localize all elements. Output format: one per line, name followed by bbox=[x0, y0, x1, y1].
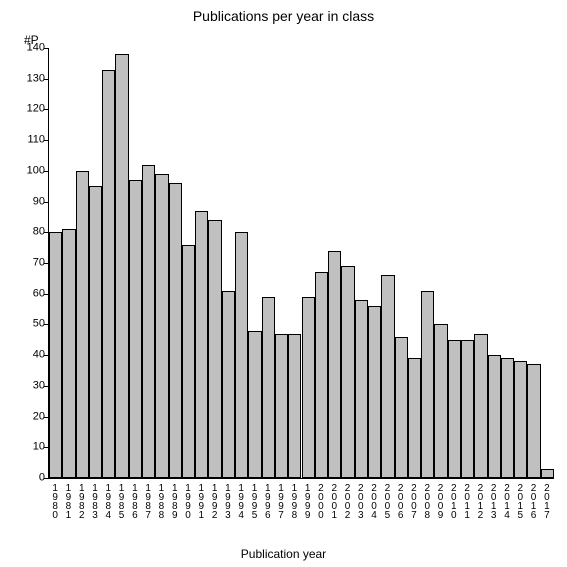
bar bbox=[395, 337, 408, 478]
x-tick-label: 2000 bbox=[315, 483, 325, 519]
x-tick-label: 1985 bbox=[116, 483, 126, 519]
bar bbox=[102, 70, 115, 479]
bar bbox=[275, 334, 288, 478]
x-tick-label: 1995 bbox=[249, 483, 259, 519]
bar bbox=[89, 186, 102, 478]
bar bbox=[355, 300, 368, 478]
bar bbox=[182, 245, 195, 478]
bar bbox=[341, 266, 354, 478]
x-tick-label: 1991 bbox=[196, 483, 206, 519]
x-tick-label: 2010 bbox=[448, 483, 458, 519]
x-tick-label: 2012 bbox=[475, 483, 485, 519]
bar bbox=[408, 358, 421, 478]
x-tick-label: 2003 bbox=[355, 483, 365, 519]
bar bbox=[461, 340, 474, 478]
bar bbox=[62, 229, 75, 478]
bar bbox=[474, 334, 487, 478]
x-tick-label: 2017 bbox=[541, 483, 551, 519]
bar bbox=[288, 334, 301, 478]
y-tick-label: 120 bbox=[23, 104, 45, 115]
x-tick-label: 2008 bbox=[422, 483, 432, 519]
y-tick-label: 0 bbox=[23, 473, 45, 484]
x-tick-label: 1993 bbox=[222, 483, 232, 519]
x-tick-label: 1998 bbox=[289, 483, 299, 519]
bar bbox=[129, 180, 142, 478]
bar bbox=[262, 297, 275, 478]
y-tick-label: 20 bbox=[23, 411, 45, 422]
y-tick-label: 100 bbox=[23, 165, 45, 176]
y-tick-label: 90 bbox=[23, 196, 45, 207]
bar bbox=[527, 364, 540, 478]
bar bbox=[302, 297, 315, 478]
x-tick-label: 2002 bbox=[342, 483, 352, 519]
y-tick-label: 30 bbox=[23, 380, 45, 391]
bar bbox=[76, 171, 89, 478]
bar bbox=[155, 174, 168, 478]
x-tick-label: 1982 bbox=[76, 483, 86, 519]
bar bbox=[421, 291, 434, 478]
bar bbox=[328, 251, 341, 478]
bar bbox=[368, 306, 381, 478]
bar bbox=[169, 183, 182, 478]
y-tick-label: 10 bbox=[23, 442, 45, 453]
x-tick-label: 1996 bbox=[262, 483, 272, 519]
bar bbox=[448, 340, 461, 478]
y-tick-label: 70 bbox=[23, 258, 45, 269]
bar bbox=[381, 275, 394, 478]
x-tick-label: 1984 bbox=[103, 483, 113, 519]
bar bbox=[434, 324, 447, 478]
x-tick-label: 2001 bbox=[329, 483, 339, 519]
bar bbox=[315, 272, 328, 478]
x-tick-label: 1983 bbox=[90, 483, 100, 519]
x-tick-label: 2005 bbox=[382, 483, 392, 519]
x-tick-label: 2006 bbox=[395, 483, 405, 519]
x-tick-label: 1987 bbox=[143, 483, 153, 519]
y-tick-label: 40 bbox=[23, 350, 45, 361]
bar bbox=[208, 220, 221, 478]
x-tick-label: 2007 bbox=[408, 483, 418, 519]
bar bbox=[514, 361, 527, 478]
bar bbox=[222, 291, 235, 478]
chart-title: Publications per year in class bbox=[0, 8, 567, 24]
y-tick-label: 60 bbox=[23, 288, 45, 299]
bar bbox=[142, 165, 155, 478]
x-tick-label: 1988 bbox=[156, 483, 166, 519]
x-tick-label: 1992 bbox=[209, 483, 219, 519]
x-tick-label: 2014 bbox=[501, 483, 511, 519]
plot-area bbox=[48, 48, 554, 479]
bar bbox=[115, 54, 128, 478]
x-tick-label: 2016 bbox=[528, 483, 538, 519]
x-tick-label: 1990 bbox=[183, 483, 193, 519]
x-tick-label: 2015 bbox=[515, 483, 525, 519]
x-tick-label: 2013 bbox=[488, 483, 498, 519]
x-tick-label: 1997 bbox=[276, 483, 286, 519]
bar bbox=[501, 358, 514, 478]
bar bbox=[49, 232, 62, 478]
x-tick-label: 1994 bbox=[236, 483, 246, 519]
x-axis-label: Publication year bbox=[0, 547, 567, 561]
x-tick-label: 1980 bbox=[50, 483, 60, 519]
x-tick-label: 1986 bbox=[129, 483, 139, 519]
bar bbox=[235, 232, 248, 478]
bar bbox=[248, 331, 261, 478]
x-tick-label: 2009 bbox=[435, 483, 445, 519]
y-tick-label: 50 bbox=[23, 319, 45, 330]
x-tick-label: 2011 bbox=[462, 483, 472, 519]
x-tick-label: 2004 bbox=[369, 483, 379, 519]
bar bbox=[195, 211, 208, 478]
x-tick-label: 1989 bbox=[169, 483, 179, 519]
y-tick-label: 140 bbox=[23, 43, 45, 54]
y-tick-label: 130 bbox=[23, 73, 45, 84]
chart-container: Publications per year in class #P Public… bbox=[0, 0, 567, 567]
bar bbox=[488, 355, 501, 478]
y-tick-label: 80 bbox=[23, 227, 45, 238]
x-tick-label: 1999 bbox=[302, 483, 312, 519]
y-tick-label: 110 bbox=[23, 135, 45, 146]
bar bbox=[541, 469, 554, 478]
x-tick-label: 1981 bbox=[63, 483, 73, 519]
